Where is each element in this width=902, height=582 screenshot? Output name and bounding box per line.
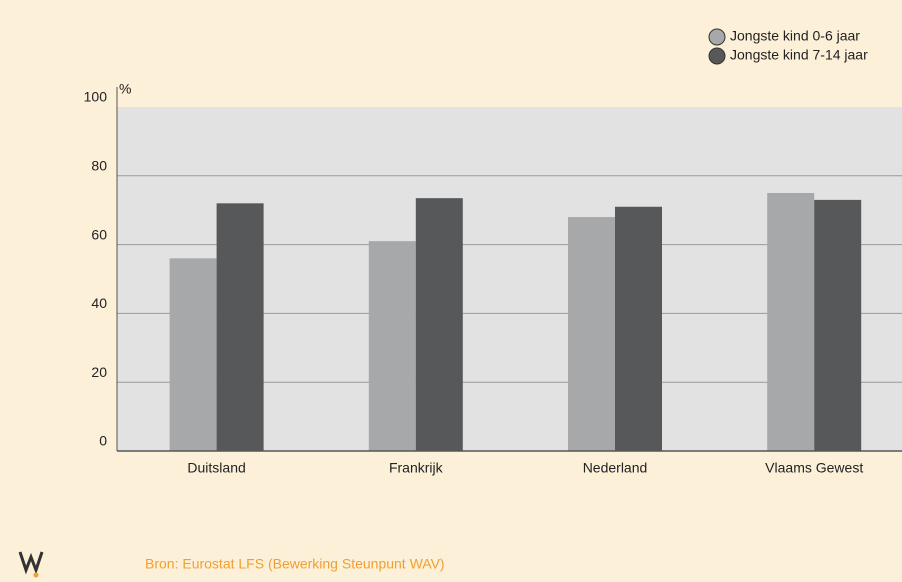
legend-swatch [708,28,726,46]
bar [368,241,416,451]
x-tick-label: Vlaams Gewest [765,460,863,476]
bar [216,203,264,451]
x-tick-label: Nederland [583,460,648,476]
bar [615,206,662,451]
y-axis-label: % [119,81,131,97]
logo [18,551,44,578]
legend-label: Jongste kind 0-6 jaar [730,28,860,44]
x-tick-label: Frankrijk [389,460,444,476]
bar [814,199,862,451]
source: Bron: Eurostat LFS (Bewerking Steunpunt … [145,556,445,572]
bar [767,193,815,451]
x-tick-label: Duitsland [187,460,245,476]
y-tick-label: 60 [91,226,107,242]
y-tick-label: 0 [99,433,107,449]
y-tick-label: 20 [91,364,107,380]
bar [169,258,217,451]
y-tick-label: 40 [91,295,107,311]
bar [568,217,615,451]
y-tick-label: 100 [84,89,108,105]
legend-swatch [708,47,726,65]
logo-mark [18,551,44,575]
bar [415,198,463,451]
logo-dot [33,572,39,578]
legend-label: Jongste kind 7-14 jaar [730,47,868,63]
y-tick-label: 80 [91,158,107,174]
